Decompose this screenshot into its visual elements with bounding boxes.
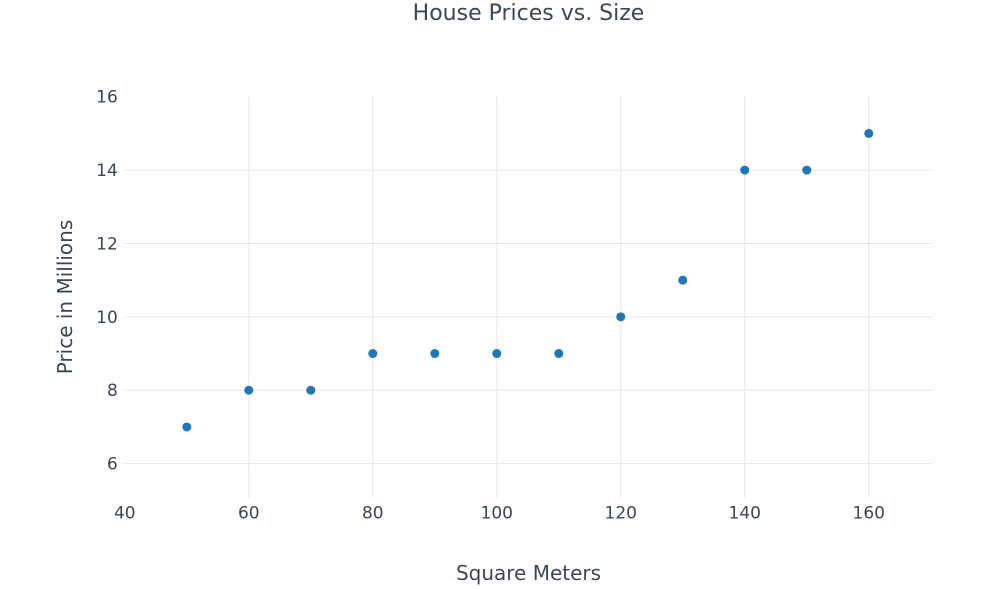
data-point <box>244 385 254 395</box>
y-tick-label: 12 <box>96 234 118 254</box>
data-point <box>368 349 378 359</box>
data-point <box>678 275 688 285</box>
x-tick-label: 160 <box>853 503 885 523</box>
x-tick-label: 40 <box>114 503 136 523</box>
x-tick-label: 120 <box>605 503 637 523</box>
x-tick-label: 100 <box>481 503 513 523</box>
y-tick-label: 6 <box>107 455 118 475</box>
x-tick-label: 140 <box>729 503 761 523</box>
data-point <box>492 349 502 359</box>
data-point <box>306 385 316 395</box>
data-point <box>430 349 440 359</box>
y-tick-label: 16 <box>96 88 118 108</box>
x-axis-title: Square Meters <box>455 561 602 585</box>
data-point <box>616 312 626 322</box>
data-point <box>740 165 750 175</box>
x-tick-label: 60 <box>238 503 260 523</box>
data-point <box>554 349 564 359</box>
data-point <box>802 165 812 175</box>
y-tick-label: 8 <box>107 381 118 401</box>
data-point <box>182 422 192 432</box>
y-tick-label: 14 <box>96 161 118 181</box>
chart-title: House Prices vs. Size <box>412 1 645 26</box>
data-point <box>864 128 874 138</box>
y-tick-label: 10 <box>96 308 118 328</box>
x-tick-label: 80 <box>362 503 384 523</box>
y-axis-title: Price in Millions <box>53 219 77 375</box>
